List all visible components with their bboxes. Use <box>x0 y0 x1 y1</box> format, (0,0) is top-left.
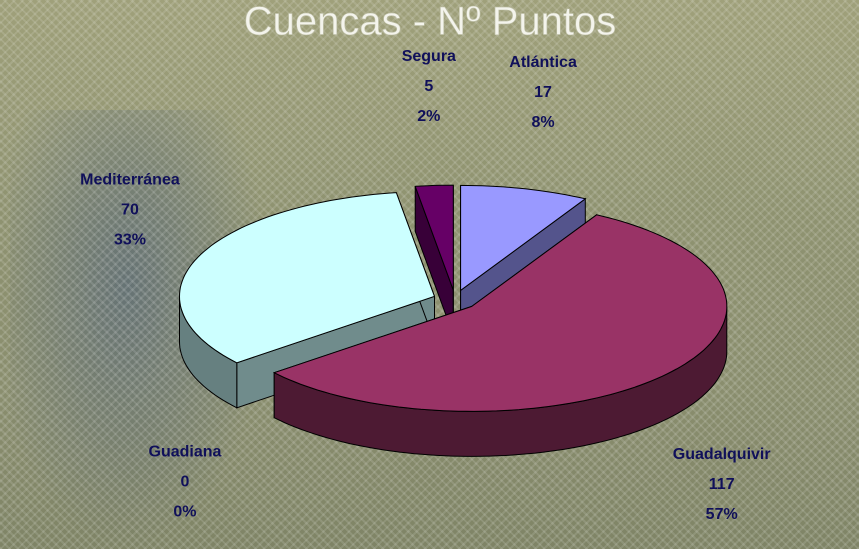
label-percent: 0% <box>173 504 196 521</box>
label-percent: 57% <box>706 506 738 523</box>
label-name: Guadiana <box>149 444 222 461</box>
label-value: 70 <box>121 202 139 219</box>
label-percent: 2% <box>417 108 440 125</box>
label-value: 117 <box>709 476 735 493</box>
slice <box>272 214 728 412</box>
slice <box>460 184 587 292</box>
label-percent: 8% <box>532 114 555 131</box>
label-percent: 33% <box>114 232 146 249</box>
label-value: 17 <box>534 84 552 101</box>
chart-title: Cuencas - Nº Puntos <box>244 0 617 44</box>
label-name: Guadalquivir <box>673 446 771 463</box>
slice <box>414 184 454 291</box>
label-name: Mediterránea <box>80 172 180 189</box>
label-value: 5 <box>424 78 433 95</box>
label-value: 0 <box>181 474 190 491</box>
label-name: Segura <box>402 48 456 65</box>
slice <box>178 192 436 364</box>
label-name: Atlántica <box>509 54 577 71</box>
